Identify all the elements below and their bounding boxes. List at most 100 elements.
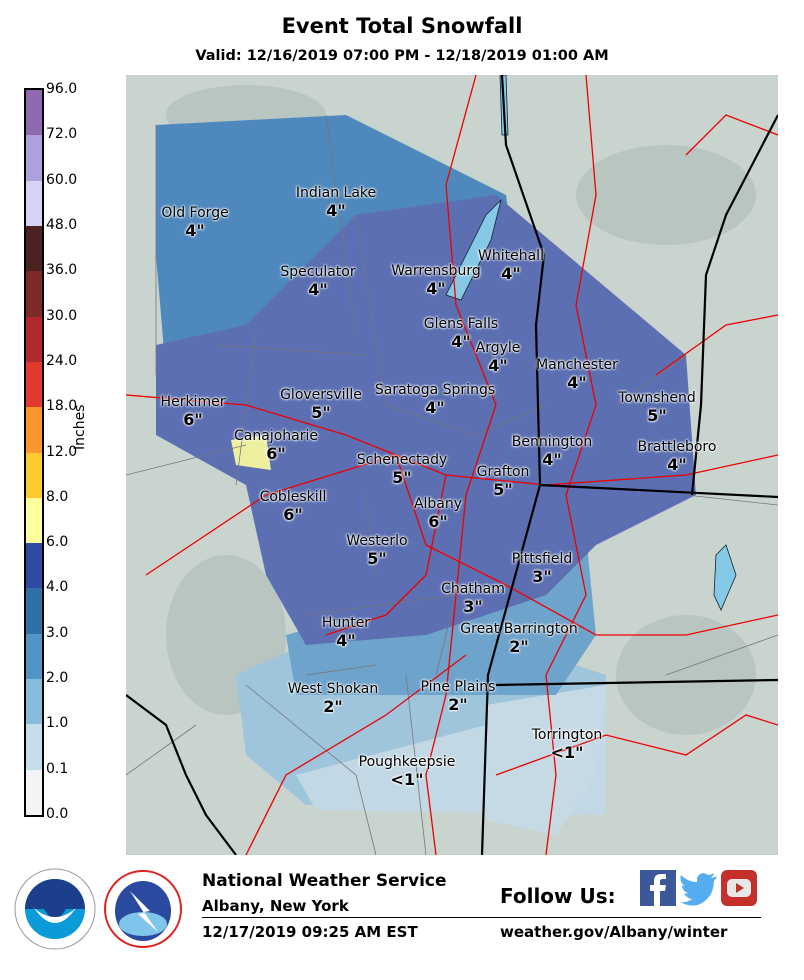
location-name: Gloversville xyxy=(280,387,362,403)
colorbar-segment xyxy=(26,543,42,589)
org-name: National Weather Service xyxy=(202,871,447,891)
colorbar-unit: Inches xyxy=(72,404,88,450)
colorbar-segment xyxy=(26,271,42,317)
location-label: Pittsfield 3" xyxy=(512,551,573,585)
snowfall-amount: 5" xyxy=(367,549,387,568)
colorbar-segment xyxy=(26,361,42,408)
colorbar-segment xyxy=(26,225,42,272)
snowfall-amount: 5" xyxy=(392,468,412,487)
colorbar-tick-label: 24.0 xyxy=(46,352,78,369)
snow-region-6-8in xyxy=(231,435,271,470)
colorbar-segment xyxy=(26,769,42,815)
map-title: Event Total Snowfall xyxy=(281,14,523,38)
colorbar-tick-label: 4.0 xyxy=(46,579,69,596)
location-name: Pittsfield xyxy=(511,551,573,567)
location-name: Albany xyxy=(413,496,463,512)
valid-period: Valid: 12/16/2019 07:00 PM - 12/18/2019 … xyxy=(195,48,609,64)
footer-divider xyxy=(202,917,761,918)
snowfall-amount: 2" xyxy=(448,695,468,714)
location-label: West Shokan 2" xyxy=(288,681,379,715)
snowfall-amount: 4" xyxy=(501,264,521,283)
location-label: Great Barrington 2" xyxy=(460,621,577,655)
location-name: Townshend xyxy=(618,390,696,406)
website-link[interactable]: weather.gov/Albany/winter xyxy=(500,923,728,941)
location-label: Indian Lake 4" xyxy=(296,185,376,219)
snowfall-amount: 4" xyxy=(451,332,471,351)
snowfall-amount: 4" xyxy=(308,280,328,299)
snowfall-amount: 4" xyxy=(542,450,562,469)
location-label: Whitehall 4" xyxy=(478,248,544,282)
facebook-icon[interactable] xyxy=(640,870,676,906)
location-label: Chatham 3" xyxy=(441,581,505,615)
location-label: Herkimer 6" xyxy=(161,394,226,428)
colorbar-tick-label: 3.0 xyxy=(46,624,69,641)
location-label: Brattleboro 4" xyxy=(638,439,717,473)
snowfall-amount: 3" xyxy=(463,597,483,616)
location-name: Grafton xyxy=(476,464,530,480)
snowfall-amount: 4" xyxy=(488,356,508,375)
follow-us: Follow Us: xyxy=(500,884,616,908)
snowfall-amount: 4" xyxy=(185,221,205,240)
colorbar-tick-label: 2.0 xyxy=(46,670,69,687)
nws-logo xyxy=(104,870,182,948)
location-name: Herkimer xyxy=(160,394,226,410)
location-name: Manchester xyxy=(536,357,618,373)
colorbar-segment xyxy=(26,407,42,453)
issued-time: 12/17/2019 09:25 AM EST xyxy=(202,923,418,941)
twitter-icon[interactable] xyxy=(679,872,719,906)
location-label: Saratoga Springs 4" xyxy=(375,382,495,416)
location-name: Brattleboro xyxy=(637,439,717,455)
colorbar-segment xyxy=(26,180,42,226)
colorbar-tick-label: 12.0 xyxy=(46,443,78,460)
snowfall-amount: 4" xyxy=(336,631,356,650)
snowfall-amount: <1" xyxy=(550,743,584,762)
snowfall-amount: 2" xyxy=(509,637,529,656)
location-name: Saratoga Springs xyxy=(374,382,496,398)
location-name: Cobleskill xyxy=(259,489,327,505)
location-label: Glens Falls 4" xyxy=(424,316,498,350)
location-label: Canajoharie 6" xyxy=(234,428,318,462)
location-label: Poughkeepsie <1" xyxy=(359,754,456,788)
snowfall-amount: 3" xyxy=(532,567,552,586)
location-label: Argyle 4" xyxy=(476,340,521,374)
snowfall-amount: 5" xyxy=(311,403,331,422)
colorbar-tick-label: 18.0 xyxy=(46,398,78,415)
snow-region-lt1in-east xyxy=(486,685,606,835)
location-name: Old Forge xyxy=(161,205,229,221)
location-label: Speculator 4" xyxy=(280,264,355,298)
colorbar-tick-label: 6.0 xyxy=(46,534,69,551)
colorbar-tick-label: 1.0 xyxy=(46,715,69,732)
colorbar-segment xyxy=(26,588,42,634)
snowfall-amount: 4" xyxy=(567,373,587,392)
location-name: Pine Plains xyxy=(420,679,496,695)
colorbar-tick-label: 30.0 xyxy=(46,307,78,324)
colorbar-tick-label: 36.0 xyxy=(46,262,78,279)
snowfall-map xyxy=(126,75,778,855)
location-label: Torrington <1" xyxy=(532,727,603,761)
location-name: Argyle xyxy=(475,340,521,356)
colorbar-segment xyxy=(26,679,42,725)
colorbar-segment xyxy=(26,135,42,181)
noaa-logo xyxy=(14,868,96,950)
location-name: Canajoharie xyxy=(234,428,318,444)
snowfall-amount: 5" xyxy=(647,406,667,425)
location-name: Warrensburg xyxy=(391,263,481,279)
colorbar-tick-label: 48.0 xyxy=(46,216,78,233)
snow-region-4-6in xyxy=(156,195,696,645)
colorbar-tick-label: 0.0 xyxy=(46,806,69,822)
snowfall-amount: 6" xyxy=(183,410,203,429)
youtube-icon[interactable] xyxy=(721,870,757,906)
snowfall-amount: 6" xyxy=(283,505,303,524)
location-name: Glens Falls xyxy=(423,316,499,332)
snowfall-amount: 5" xyxy=(493,480,513,499)
location-label: Albany 6" xyxy=(414,496,462,530)
colorbar-tick-label: 96.0 xyxy=(46,81,78,97)
location-label: Warrensburg 4" xyxy=(391,263,480,297)
location-name: Poughkeepsie xyxy=(358,754,456,770)
location-name: Schenectady xyxy=(356,452,448,468)
snowfall-amount: 4" xyxy=(667,455,687,474)
location-label: Grafton 5" xyxy=(477,464,530,498)
snowfall-amount: 6" xyxy=(428,512,448,531)
colorbar-segment xyxy=(26,316,42,362)
snowfall-amount: <1" xyxy=(390,770,424,789)
